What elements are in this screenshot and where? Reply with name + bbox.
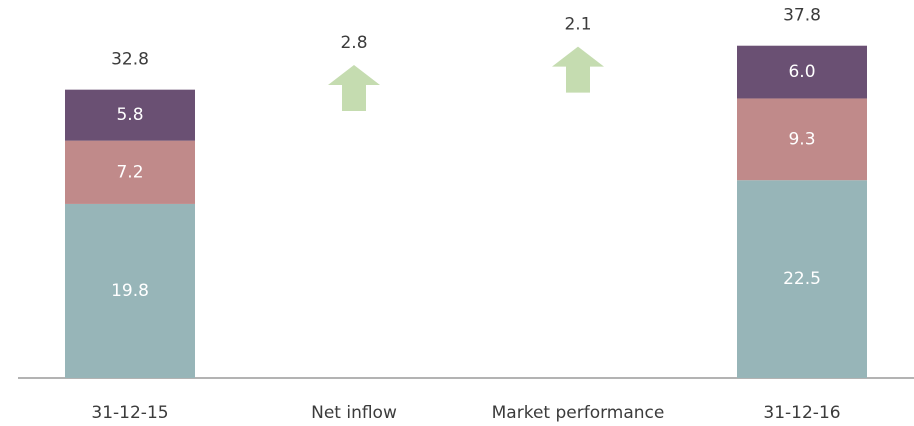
bar-segment [737,98,867,181]
bar-segment [737,45,867,99]
x-tick-label: 31-12-15 [91,403,168,423]
arrow [552,46,604,93]
total-label: 32.8 [111,50,149,70]
x-tick-label: 31-12-16 [763,403,840,423]
segment-label: 22.5 [783,269,821,289]
bar-segment [65,89,195,141]
segment-label: 7.2 [116,162,143,182]
change-label: 2.1 [564,15,591,35]
bar-segment [65,203,195,378]
bar-segment [737,180,867,378]
segment-label: 9.3 [788,129,815,149]
arrow [328,65,380,112]
change-label: 2.8 [340,33,367,53]
bar-segment [65,140,195,204]
total-label: 37.8 [783,6,821,26]
segment-label: 6.0 [788,62,815,82]
segment-label: 5.8 [116,105,143,125]
x-tick-label: Market performance [492,403,665,423]
segment-label: 19.8 [111,281,149,301]
x-tick-label: Net inflow [311,403,397,423]
